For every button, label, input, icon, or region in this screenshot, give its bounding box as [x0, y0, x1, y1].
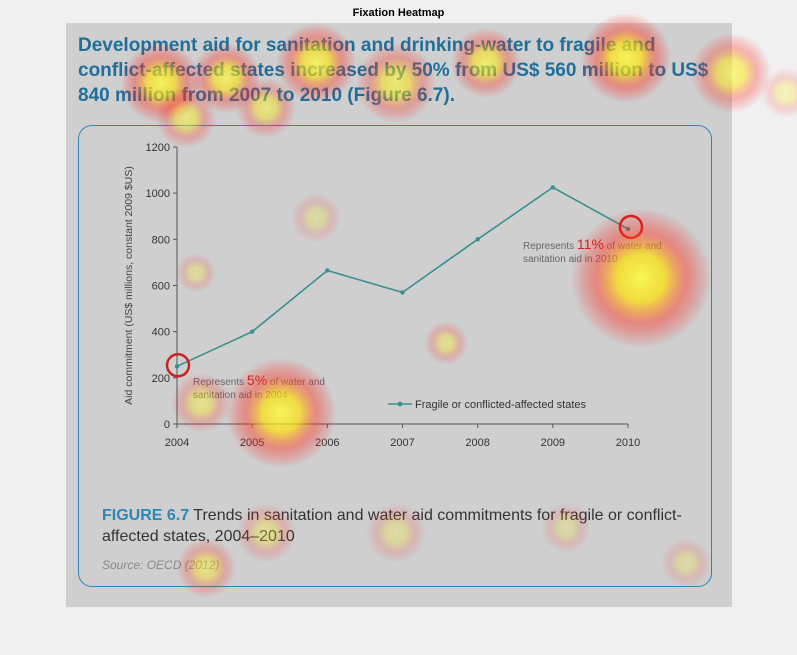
- y-tick-label: 1200: [146, 142, 170, 154]
- caption-label: FIGURE 6.7: [102, 507, 190, 524]
- y-tick-label: 0: [164, 419, 170, 431]
- x-tick-label: 2010: [616, 437, 640, 449]
- legend-label: Fragile or conflicted-affected states: [415, 399, 586, 411]
- y-tick-label: 1000: [146, 188, 170, 200]
- figure-frame: [78, 125, 712, 587]
- x-tick-label: 2009: [541, 437, 565, 449]
- data-point: [174, 364, 180, 369]
- figure-title: Fixation Heatmap: [352, 7, 445, 19]
- legend-swatch-marker: [397, 401, 403, 407]
- data-point: [325, 268, 330, 273]
- data-point: [400, 290, 405, 295]
- x-tick-label: 2006: [315, 437, 339, 449]
- y-tick-label: 600: [152, 281, 170, 293]
- series-line: [176, 186, 629, 368]
- y-tick-label: 400: [152, 327, 170, 339]
- data-point: [249, 329, 255, 334]
- data-point: [625, 226, 631, 232]
- annotation-line-1: Represents 5% of water and: [193, 372, 325, 388]
- annotation-line-2: sanitation aid in 2010: [523, 254, 618, 265]
- data-point: [550, 185, 556, 190]
- annotation-line-1: Represents 11% of water and: [523, 236, 662, 252]
- y-tick-label: 800: [152, 234, 170, 246]
- y-tick-label: 200: [152, 373, 170, 385]
- x-tick-label: 2008: [465, 437, 489, 449]
- x-tick-label: 2004: [165, 437, 189, 449]
- annotation-line-2: sanitation aid in 2004: [193, 390, 288, 401]
- x-tick-label: 2005: [240, 437, 264, 449]
- data-point: [475, 237, 480, 242]
- x-tick-label: 2007: [390, 437, 414, 449]
- y-axis-label: Aid commitment (US$ millions, constant 2…: [123, 166, 135, 405]
